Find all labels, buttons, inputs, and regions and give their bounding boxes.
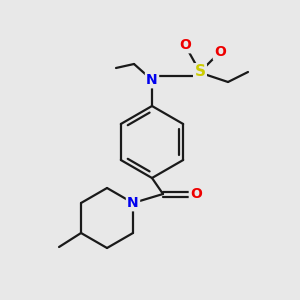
Text: O: O <box>214 45 226 59</box>
Text: N: N <box>127 196 139 210</box>
Text: O: O <box>179 38 191 52</box>
Text: S: S <box>194 64 206 80</box>
Text: N: N <box>146 73 158 87</box>
Text: O: O <box>190 187 202 201</box>
